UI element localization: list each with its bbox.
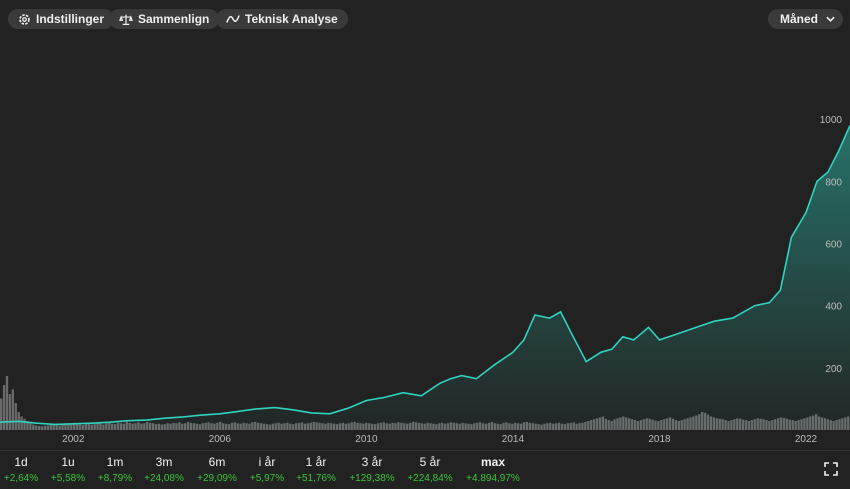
- y-tick-label: 1000: [820, 115, 843, 126]
- period-change: +51,76%: [296, 473, 336, 484]
- y-tick-label: 200: [825, 364, 842, 375]
- scale-icon: [119, 13, 133, 26]
- period-3y[interactable]: 3 år +129,38%: [347, 455, 397, 486]
- period-change: +24,08%: [144, 473, 184, 484]
- compare-label: Sammenlign: [138, 12, 210, 26]
- x-tick-label: 2010: [355, 434, 378, 445]
- period-5y[interactable]: 5 år +224,84%: [405, 455, 455, 486]
- period-label: 1d: [14, 455, 28, 469]
- period-label: max: [480, 455, 506, 469]
- x-tick-label: 2014: [502, 434, 525, 445]
- chart-svg[interactable]: 200 400 600 800 1000 2002 2006 2010 2014 2018 202…: [0, 38, 850, 450]
- period-1d[interactable]: 1d +2,64%: [0, 455, 46, 486]
- period-label: 5 år: [419, 455, 441, 469]
- technical-analysis-button[interactable]: Teknisk Analyse: [216, 9, 348, 29]
- y-axis: 200 400 600 800 1000: [820, 115, 843, 375]
- expand-icon: [824, 462, 838, 480]
- period-label: 1 år: [305, 455, 327, 469]
- period-change: +2,64%: [3, 473, 39, 484]
- period-3m[interactable]: 3m +24,08%: [139, 455, 189, 486]
- period-label: 6m: [208, 455, 226, 469]
- volume-bar: [14, 403, 17, 430]
- technical-analysis-label: Teknisk Analyse: [245, 12, 338, 26]
- x-axis: 2002 2006 2010 2014 2018 2022: [62, 434, 817, 445]
- volume-bar: [11, 389, 14, 430]
- volume-bar: [0, 398, 3, 430]
- period-change: +4.894,97%: [466, 473, 520, 484]
- period-change: +129,38%: [349, 473, 395, 484]
- period-label: 1u: [61, 455, 75, 469]
- period-label: i år: [258, 455, 276, 469]
- x-tick-label: 2018: [648, 434, 671, 445]
- y-tick-label: 600: [825, 240, 842, 251]
- fullscreen-button[interactable]: [824, 462, 838, 476]
- period-1y[interactable]: 1 år +51,76%: [291, 455, 341, 486]
- period-label: 1m: [106, 455, 124, 469]
- gear-icon: [18, 13, 31, 26]
- settings-button[interactable]: Indstillinger: [8, 9, 115, 29]
- x-tick-label: 2002: [62, 434, 85, 445]
- period-label: 3 år: [361, 455, 383, 469]
- y-tick-label: 800: [825, 177, 842, 188]
- chevron-down-icon: [826, 16, 835, 22]
- period-selector: 1d +2,64% 1u +5,58% 1m +8,79% 3m +24,08%…: [0, 450, 850, 489]
- volume-bar: [5, 376, 9, 430]
- x-tick-label: 2006: [209, 434, 232, 445]
- toolbar: Indstillinger Sammenlign Teknisk Analyse…: [0, 0, 850, 38]
- volume-bar: [2, 385, 6, 430]
- period-1m[interactable]: 1m +8,79%: [90, 455, 140, 486]
- period-6m[interactable]: 6m +29,09%: [192, 455, 242, 486]
- period-ytd[interactable]: i år +5,97%: [242, 455, 292, 486]
- x-tick-label: 2022: [795, 434, 818, 445]
- price-chart[interactable]: 200 400 600 800 1000 2002 2006 2010 2014 2018 202…: [0, 38, 850, 450]
- price-line: [0, 125, 850, 426]
- y-tick-label: 400: [825, 302, 842, 313]
- period-change: +5,97%: [249, 473, 285, 484]
- interval-label: Måned: [780, 12, 819, 26]
- period-1u[interactable]: 1u +5,58%: [43, 455, 93, 486]
- period-change: +224,84%: [407, 473, 453, 484]
- period-max[interactable]: max +4.894,97%: [465, 455, 521, 486]
- period-change: +8,79%: [97, 473, 133, 484]
- volume-bar: [8, 394, 12, 430]
- period-change: +29,09%: [197, 473, 237, 484]
- compare-button[interactable]: Sammenlign: [109, 9, 220, 29]
- interval-dropdown[interactable]: Måned: [768, 9, 844, 29]
- settings-label: Indstillinger: [36, 12, 105, 26]
- trend-line-icon: [226, 13, 240, 25]
- price-area: [0, 125, 850, 431]
- period-change: +5,58%: [50, 473, 86, 484]
- period-label: 3m: [155, 455, 173, 469]
